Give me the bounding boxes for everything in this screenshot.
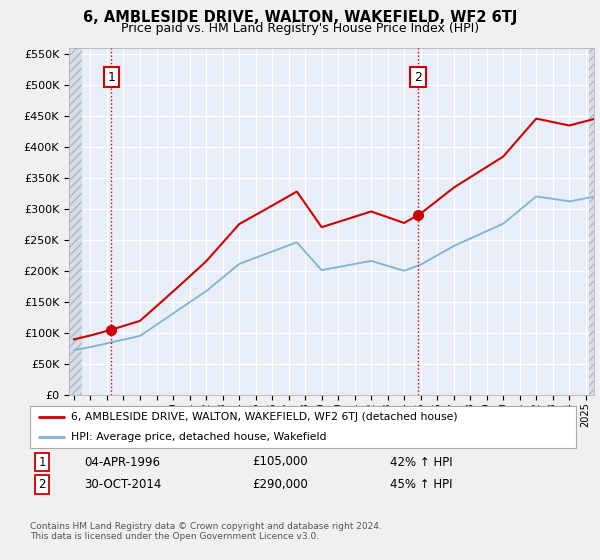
Text: Contains HM Land Registry data © Crown copyright and database right 2024.
This d: Contains HM Land Registry data © Crown c… [30, 522, 382, 542]
Text: HPI: Average price, detached house, Wakefield: HPI: Average price, detached house, Wake… [71, 432, 326, 442]
Text: 04-APR-1996: 04-APR-1996 [84, 455, 160, 469]
Text: 1: 1 [107, 71, 115, 83]
Text: 1: 1 [38, 455, 46, 469]
Text: £105,000: £105,000 [252, 455, 308, 469]
Text: 6, AMBLESIDE DRIVE, WALTON, WAKEFIELD, WF2 6TJ: 6, AMBLESIDE DRIVE, WALTON, WAKEFIELD, W… [83, 10, 517, 25]
Bar [69, 23, 82, 395]
Text: £290,000: £290,000 [252, 478, 308, 491]
Text: 45% ↑ HPI: 45% ↑ HPI [390, 478, 452, 491]
Text: Price paid vs. HM Land Registry's House Price Index (HPI): Price paid vs. HM Land Registry's House … [121, 22, 479, 35]
Bar [589, 23, 600, 395]
Text: 42% ↑ HPI: 42% ↑ HPI [390, 455, 452, 469]
Text: 2: 2 [414, 71, 422, 83]
Text: 6, AMBLESIDE DRIVE, WALTON, WAKEFIELD, WF2 6TJ (detached house): 6, AMBLESIDE DRIVE, WALTON, WAKEFIELD, W… [71, 412, 458, 422]
Text: 2: 2 [38, 478, 46, 491]
Text: 30-OCT-2014: 30-OCT-2014 [84, 478, 161, 491]
